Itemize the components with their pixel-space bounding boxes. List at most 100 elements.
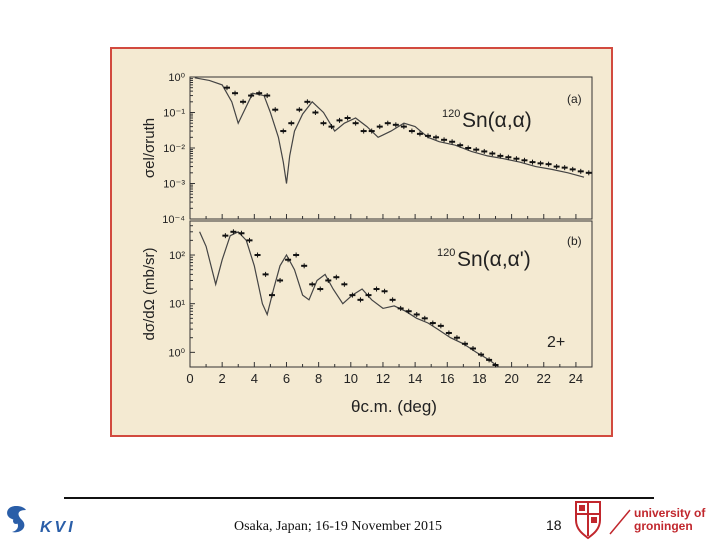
footer-divider — [64, 497, 654, 499]
x-tick-label: 16 — [440, 371, 454, 386]
data-point — [521, 157, 528, 163]
x-tick-label: 18 — [472, 371, 486, 386]
data-point — [312, 110, 319, 115]
x-tick-label: 2 — [219, 371, 226, 386]
kvi-text: KVI — [40, 519, 76, 536]
data-point — [222, 233, 229, 239]
data-point — [465, 145, 472, 151]
y-axis-label: σel/σruth — [141, 118, 158, 178]
data-point — [230, 229, 237, 235]
reaction-mass-number: 120 — [442, 108, 460, 120]
data-point — [317, 286, 324, 292]
x-tick-label: 6 — [283, 371, 290, 386]
data-point — [360, 128, 367, 134]
data-point — [413, 311, 420, 317]
data-point — [365, 292, 372, 298]
y-tick-label: 10⁻⁴ — [162, 214, 185, 226]
data-point — [553, 164, 560, 170]
y-tick-label: 10⁻³ — [163, 179, 185, 191]
panel-label: (b) — [567, 234, 582, 248]
data-point — [368, 128, 375, 134]
y-tick-label: 10⁰ — [168, 347, 185, 359]
x-tick-label: 12 — [376, 371, 390, 386]
data-point — [376, 124, 383, 130]
data-point — [232, 90, 239, 96]
reaction-label: Sn(α,α') — [457, 248, 531, 271]
x-tick-label: 14 — [408, 371, 422, 386]
data-point — [325, 277, 332, 283]
footer-conference-text: Osaka, Japan; 16-19 November 2015 — [234, 519, 443, 534]
data-point — [437, 323, 444, 329]
y-axis-label: dσ/dΩ (mb/sr) — [141, 248, 158, 341]
data-point — [301, 263, 308, 269]
data-point — [405, 308, 412, 314]
data-point — [397, 305, 404, 311]
kvi-logo: KVI — [7, 506, 76, 536]
data-point — [240, 99, 247, 105]
data-point — [429, 320, 436, 326]
reaction-label: Sn(α,α) — [462, 109, 532, 132]
plot-frame — [189, 220, 593, 368]
figure-panel: 10⁰ 10⁻¹ 10⁻² 10⁻³ 10⁻⁴ 120 Sn(α,α) (a) σel/σrut… — [110, 47, 613, 437]
data-point — [545, 161, 552, 167]
data-point — [381, 288, 388, 294]
data-point — [453, 335, 460, 341]
x-tick-label: 20 — [504, 371, 518, 386]
data-point — [433, 134, 440, 140]
y-tick-label: 10⁰ — [168, 72, 185, 84]
x-tick-label: 8 — [315, 371, 322, 386]
data-point — [357, 297, 364, 303]
data-point — [349, 292, 356, 298]
data-point — [389, 297, 396, 303]
data-point — [492, 362, 499, 368]
data-point — [489, 150, 496, 156]
data-point — [277, 277, 284, 283]
data-point — [238, 230, 245, 236]
data-point — [333, 274, 340, 280]
data-point — [296, 107, 303, 113]
data-point — [269, 292, 276, 298]
university-name-line1: university of — [634, 506, 706, 520]
reaction-mass-number: 120 — [437, 247, 455, 259]
data-point — [513, 156, 520, 162]
state-label: 2+ — [547, 334, 565, 351]
panel-label: (a) — [567, 92, 582, 106]
data-point — [424, 133, 431, 139]
data-point — [569, 166, 576, 172]
data-point — [392, 122, 399, 128]
data-point — [537, 160, 544, 166]
data-point — [320, 120, 327, 126]
data-point — [264, 93, 271, 99]
data-point — [328, 124, 335, 130]
x-tick-label: 10 — [344, 371, 358, 386]
data-point — [400, 124, 407, 130]
university-groningen-logo: university of groningen — [570, 498, 720, 540]
data-point — [272, 107, 279, 113]
data-point — [497, 153, 504, 159]
data-point — [288, 120, 295, 126]
data-point — [461, 341, 468, 347]
data-point — [421, 315, 428, 321]
data-point — [344, 115, 351, 121]
x-axis-label: θc.m. (deg) — [351, 397, 437, 416]
data-point — [223, 85, 230, 91]
data-point — [373, 286, 380, 292]
data-point — [304, 99, 311, 105]
data-point — [473, 147, 480, 153]
y-tick-label: 10⁻² — [163, 143, 185, 155]
data-point — [457, 142, 464, 148]
data-point — [285, 257, 292, 263]
university-name-line2: groningen — [634, 519, 693, 533]
data-point — [416, 131, 423, 137]
data-point — [577, 168, 584, 174]
data-point — [486, 357, 493, 363]
data-point — [449, 139, 456, 145]
y-tick-label: 10⁻¹ — [163, 108, 185, 120]
x-tick-label: 24 — [569, 371, 583, 386]
data-point — [309, 281, 316, 287]
theory-curve — [199, 231, 500, 368]
x-tick-label: 0 — [186, 371, 193, 386]
data-point — [561, 165, 568, 171]
panel-a: 10⁰ 10⁻¹ 10⁻² 10⁻³ 10⁻⁴ 120 Sn(α,α) (a) σel/σrut… — [141, 72, 593, 226]
